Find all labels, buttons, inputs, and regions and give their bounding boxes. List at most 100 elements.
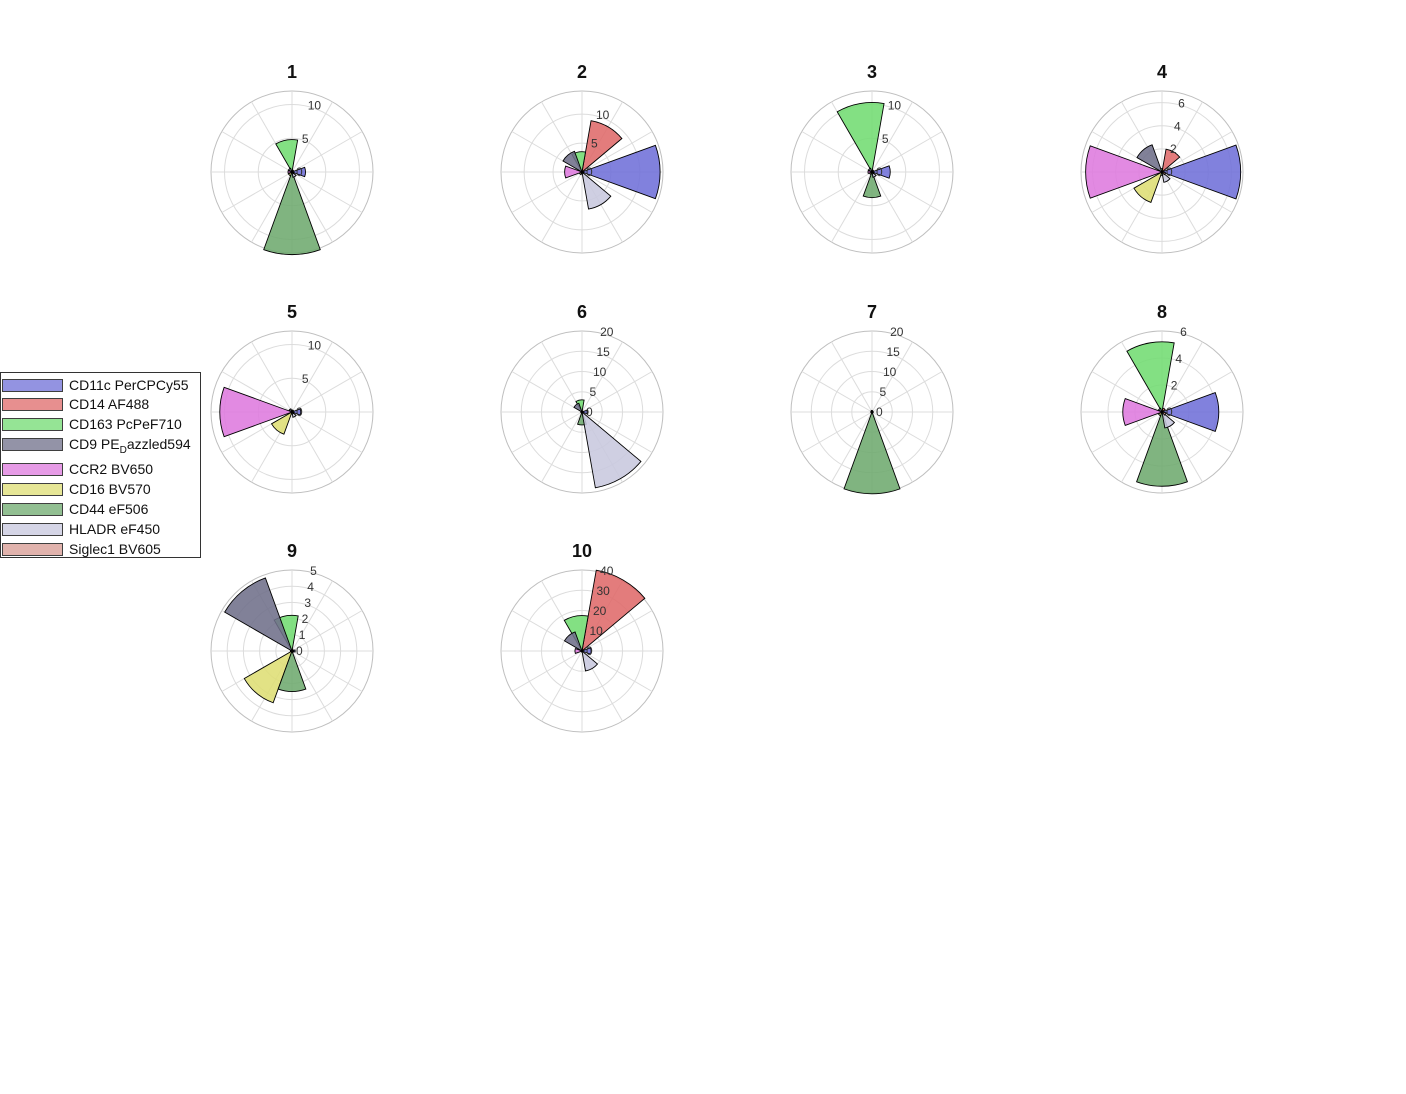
chart-title: 7 — [867, 302, 877, 322]
polar-spoke — [581, 171, 653, 213]
legend-label: CD163 PcPeF710 — [69, 416, 182, 432]
polar-spoke — [291, 650, 363, 692]
wedge-siglec1-bv605 — [1160, 411, 1167, 416]
wedge-cd14-af488 — [581, 120, 623, 174]
polar-spoke — [1161, 171, 1203, 243]
polar-chart-5: 5 0 5 10 — [210, 302, 374, 494]
legend-swatch — [2, 463, 63, 476]
wedge-cd163-pcpef710 — [275, 139, 299, 174]
wedge-cd9-pe-dazzled594 — [1157, 407, 1163, 414]
wedge-siglec1-bv605 — [870, 411, 874, 414]
legend-item: CD11c PerCPCy55 — [1, 375, 201, 395]
wedge-cd14-af488 — [581, 569, 646, 653]
chart-title: 2 — [577, 62, 587, 82]
chart-title: 8 — [1157, 302, 1167, 322]
polar-chart-10: 10 0 10 20 30 40 — [500, 541, 664, 733]
wedge-cd14-af488 — [1161, 148, 1181, 174]
polar-chart-8: 8 0 2 4 6 — [1080, 302, 1244, 494]
radial-tick-label: 0 — [586, 165, 593, 179]
radial-tick-label: 1 — [299, 628, 306, 642]
polar-chart-2: 2 0 5 10 — [500, 62, 664, 254]
wedge-cd163-pcpef710 — [1126, 341, 1175, 414]
legend-label: CCR2 BV650 — [69, 461, 154, 477]
legend-item: CD163 PcPeF710 — [1, 414, 201, 434]
radial-tick-label: 5 — [591, 137, 598, 151]
polar-chart-4: 4 0 2 4 6 — [1080, 62, 1244, 254]
chart-title: 10 — [572, 541, 592, 561]
legend-label: CD9 PEDazzled594 — [69, 436, 191, 456]
legend-swatch — [2, 398, 63, 411]
legend-swatch — [2, 523, 63, 536]
polar-ring — [242, 601, 342, 701]
wedge-hladr-ef450 — [581, 649, 599, 672]
polar-spoke — [291, 580, 333, 652]
wedge-ccr2-bv650 — [219, 386, 294, 438]
wedge-cd11c-percpcy55 — [1160, 392, 1220, 432]
wedge-siglec1-bv605 — [290, 411, 295, 415]
wedge-cd44-ef506 — [277, 649, 307, 692]
wedge-cd44-ef506 — [263, 170, 321, 256]
polar-chart-3: 3 0 5 10 — [790, 62, 954, 254]
radial-tick-label: 20 — [890, 325, 904, 339]
polar-ring — [561, 391, 603, 433]
polar-spoke — [1161, 341, 1203, 413]
radial-tick-label: 5 — [880, 385, 887, 399]
wedge-siglec1-bv605 — [1160, 171, 1166, 176]
legend-swatch — [2, 483, 63, 496]
polar-spoke — [1121, 411, 1163, 483]
legend-item: CD16 BV570 — [1, 479, 201, 499]
wedge-cd9-pe-dazzled594 — [288, 408, 293, 414]
wedge-cd11c-percpcy55 — [290, 166, 306, 178]
legend-item: Siglec1 BV605 — [1, 539, 201, 559]
radial-tick-label: 2 — [1171, 378, 1178, 392]
radial-tick-label: 2 — [1170, 142, 1177, 156]
radial-tick-label: 5 — [882, 132, 889, 146]
legend-swatch — [2, 543, 63, 556]
wedge-cd163-pcpef710 — [563, 615, 589, 653]
chart-title: 6 — [577, 302, 587, 322]
wedge-cd11c-percpcy55 — [580, 647, 592, 655]
wedge-cd9-pe-dazzled594 — [287, 167, 293, 174]
radial-tick-label: 0 — [296, 405, 303, 419]
wedge-cd9-pe-dazzled594 — [867, 167, 873, 174]
polar-spoke — [1161, 371, 1233, 413]
wedge-cd16-bv570 — [243, 649, 293, 704]
wedge-ccr2-bv650 — [564, 165, 584, 179]
radial-tick-label: 10 — [593, 365, 607, 379]
wedge-cd44-ef506 — [1136, 410, 1188, 487]
legend-label: CD11c PerCPCy55 — [69, 377, 189, 393]
radial-tick-label: 4 — [1175, 352, 1182, 366]
polar-ring — [520, 350, 644, 474]
chart-title: 5 — [287, 302, 297, 322]
wedge-cd16-bv570 — [270, 410, 293, 435]
legend-label: HLADR eF450 — [69, 521, 161, 537]
radial-tick-label: 5 — [310, 564, 317, 578]
wedge-cd44-ef506 — [843, 410, 901, 495]
legend-swatch — [2, 503, 63, 516]
radial-tick-label: 10 — [308, 339, 322, 353]
polar-chart-9: 9 0 1 2 3 4 5 — [210, 541, 374, 733]
wedge-cd11c-percpcy55 — [580, 144, 661, 200]
radial-tick-label: 0 — [876, 165, 883, 179]
polar-chart-7: 7 0 5 10 15 20 — [790, 302, 954, 495]
polar-spoke — [291, 610, 363, 652]
polar-spoke — [1161, 131, 1233, 173]
polar-spoke — [581, 131, 653, 173]
wedge-siglec1-bv605 — [290, 650, 295, 653]
radial-tick-label: 20 — [593, 604, 607, 618]
polar-chart-6: 6 0 5 10 15 20 — [500, 302, 664, 494]
legend-item: CD44 eF506 — [1, 499, 201, 519]
legend-swatch — [2, 418, 63, 431]
wedge-ccr2-bv650 — [287, 170, 294, 174]
chart-title: 1 — [287, 62, 297, 82]
wedge-cd9-pe-dazzled594 — [563, 631, 583, 653]
wedge-ccr2-bv650 — [867, 170, 874, 174]
wedge-hladr-ef450 — [1161, 410, 1176, 429]
wedge-cd9-pe-dazzled594 — [224, 577, 293, 653]
legend-label: CD14 AF488 — [69, 396, 150, 412]
polar-spoke — [1161, 411, 1233, 453]
polar-ring — [520, 589, 644, 713]
legend-item: CCR2 BV650 — [1, 459, 201, 479]
radial-tick-label: 0 — [1166, 405, 1173, 419]
